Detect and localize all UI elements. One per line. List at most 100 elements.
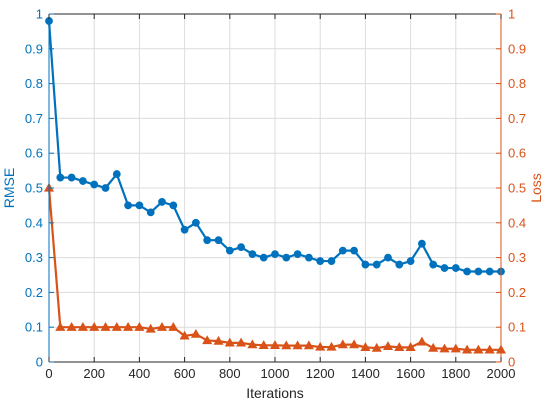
right-y-tick-label: 0.9 [508, 41, 526, 56]
rmse-data-point [158, 198, 166, 206]
x-tick-label: 0 [45, 366, 52, 381]
rmse-data-point [79, 177, 87, 185]
rmse-data-point [384, 253, 392, 262]
loss-data-point [224, 337, 235, 347]
loss-data-point [439, 343, 450, 353]
grid-layer [48, 13, 502, 363]
rmse-data-point [214, 236, 223, 245]
rmse-data-point [372, 260, 381, 269]
loss-data-point [55, 321, 66, 331]
loss-data-point [247, 339, 258, 349]
loss-data-point [382, 341, 394, 350]
x-tick-label: 1800 [441, 366, 470, 381]
x-tick-label: 1400 [351, 366, 380, 381]
loss-data-point [134, 321, 145, 331]
right-y-tick-label: 1 [508, 7, 515, 22]
rmse-data-point [67, 173, 76, 182]
loss-data-point [315, 341, 326, 351]
rmse-data-point [248, 250, 257, 259]
loss-data-point [450, 343, 461, 353]
x-axis-title: Iterations [246, 385, 304, 401]
loss-data-point [428, 342, 439, 352]
loss-data-point [190, 328, 201, 338]
x-tick-label: 400 [129, 366, 151, 381]
rmse-data-point [316, 257, 325, 265]
rmse-data-point [90, 180, 99, 189]
rmse-data-point [395, 260, 404, 269]
left-y-tick-label: 0.5 [25, 181, 43, 196]
right-y-tick-label: 0.8 [508, 76, 526, 91]
rmse-data-point [429, 260, 438, 269]
rmse-data-point [192, 218, 200, 227]
loss-data-point [156, 321, 168, 331]
loss-data-point [292, 340, 303, 350]
rmse-data-point [237, 243, 246, 252]
rmse-data-point [259, 253, 268, 262]
rmse-data-point [474, 267, 483, 276]
loss-data-point [111, 321, 122, 331]
rmse-data-point [146, 208, 155, 217]
right-y-tick-label: 0.3 [508, 250, 526, 265]
x-tick-label: 2000 [487, 366, 516, 381]
right-y-tick-label: 0.6 [508, 146, 526, 161]
loss-data-point [100, 321, 111, 331]
rmse-data-point [327, 257, 336, 265]
left-y-tick-label: 0.9 [25, 41, 43, 56]
loss-data-point [371, 342, 382, 352]
loss-data-point [484, 344, 495, 354]
left-y-tick-label: 1 [36, 7, 43, 22]
loss-data-point [179, 330, 190, 340]
right-y-axis-title: Loss [528, 173, 544, 203]
rmse-data-point [463, 267, 472, 276]
x-tick-label: 1200 [306, 366, 335, 381]
x-tick-label: 600 [174, 366, 196, 381]
x-tick-label: 1600 [396, 366, 425, 381]
loss-data-point [213, 335, 224, 345]
loss-data-point [462, 344, 473, 354]
rmse-data-point [293, 250, 302, 259]
loss-data-point [168, 321, 179, 331]
loss-data-point [337, 339, 348, 349]
loss-data-point [202, 335, 213, 345]
rmse-data-point [418, 239, 426, 248]
left-y-tick-label: 0.2 [25, 285, 43, 300]
left-y-tick-label: 0.7 [25, 111, 43, 126]
loss-data-point [281, 340, 292, 350]
loss-data-point [416, 336, 427, 346]
loss-data-point [77, 321, 88, 331]
loss-data-point [258, 340, 269, 349]
rmse-data-point [350, 246, 359, 255]
left-y-tick-label: 0.6 [25, 146, 43, 161]
rmse-data-point [56, 173, 65, 182]
loss-data-point [405, 342, 416, 352]
rmse-data-point [440, 264, 449, 272]
left-y-tick-label: 0.3 [25, 250, 43, 265]
loss-data-point [269, 340, 281, 349]
right-y-tick-label: 0.7 [508, 111, 526, 126]
rmse-data-point [361, 260, 370, 269]
rmse-data-point [406, 257, 415, 265]
loss-data-point [303, 340, 314, 350]
loss-data-point [349, 339, 360, 349]
loss-data-point [473, 344, 484, 354]
left-y-tick-label: 0.1 [25, 320, 43, 335]
loss-data-point [145, 323, 156, 333]
loss-data-point [66, 321, 77, 331]
right-y-tick-label: 0.5 [508, 181, 526, 196]
right-y-tick-label: 0.1 [508, 320, 526, 335]
frame-layer [48, 13, 502, 363]
x-tick-label: 800 [219, 366, 241, 381]
rmse-data-point [485, 267, 494, 276]
left-y-axis-title: RMSE [1, 168, 17, 208]
loss-data-point [89, 321, 100, 331]
rmse-data-point [101, 184, 110, 192]
right-y-tick-label: 0.2 [508, 285, 526, 300]
loss-data-point [326, 341, 337, 351]
x-tick-label: 1000 [261, 366, 290, 381]
label-layer: 0 200 400 600 800 1000 1200 1400 1600 1800 200000.… [25, 7, 526, 382]
rmse-data-point [203, 236, 212, 245]
right-y-tick-label: 0 [508, 355, 515, 370]
right-y-tick-label: 0.4 [508, 215, 526, 230]
